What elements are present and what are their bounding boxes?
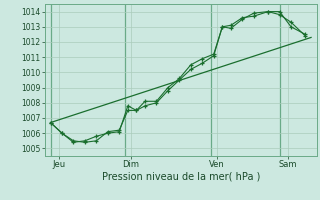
X-axis label: Pression niveau de la mer( hPa ): Pression niveau de la mer( hPa ) — [102, 172, 260, 182]
